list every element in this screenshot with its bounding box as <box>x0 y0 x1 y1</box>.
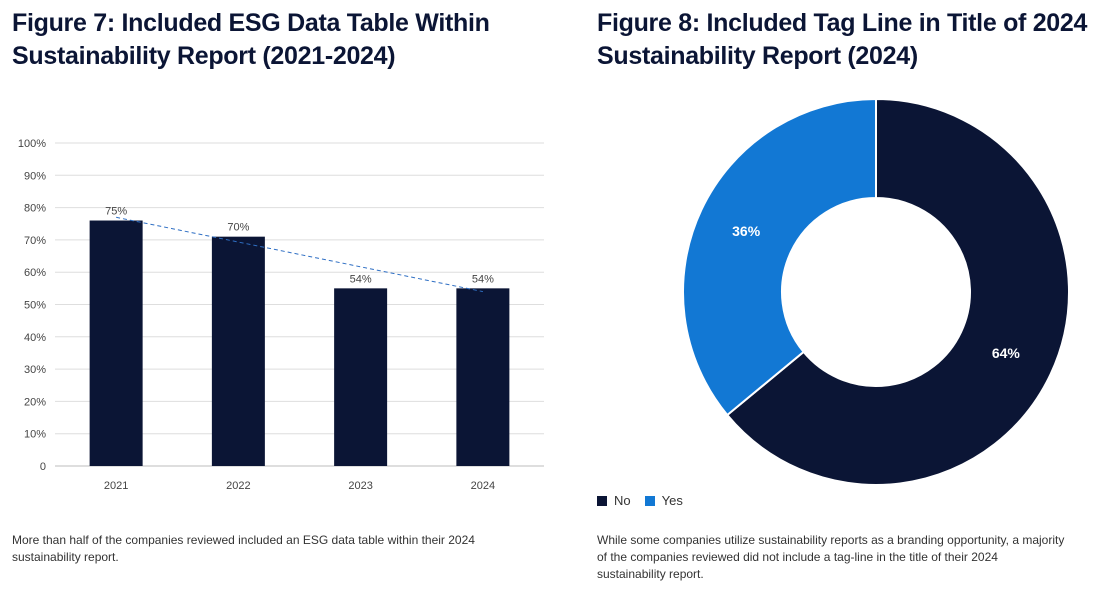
donut-slice-no <box>725 97 1070 486</box>
donut-legend: No Yes <box>597 493 697 508</box>
bar-2023 <box>334 288 388 466</box>
figure-8-caption: While some companies utilize sustainabil… <box>597 533 1065 581</box>
donut-slice-yes <box>682 97 877 417</box>
y-tick-label: 20% <box>24 396 46 408</box>
bar-data-label: 75% <box>105 206 127 218</box>
donut-label-yes: 36% <box>732 223 761 239</box>
legend-label-yes: Yes <box>661 493 683 508</box>
bar-2024 <box>456 288 510 466</box>
x-tick-label: 2022 <box>226 480 250 490</box>
y-tick-label: 50% <box>24 300 46 312</box>
legend-swatch-yes <box>644 495 655 506</box>
x-tick-label: 2023 <box>348 480 372 490</box>
figure-7-title: Figure 7: Included ESG Data Table Within… <box>12 9 490 70</box>
y-tick-label: 0 <box>40 461 46 473</box>
bar-data-label: 54% <box>350 273 372 285</box>
y-tick-label: 70% <box>24 235 46 247</box>
esg-data-table-bar-chart: 0 10% 20% 30% 40% 50% 60% 70% 80% 90% 100% 75% 2021 7… <box>18 138 544 490</box>
bar-2021 <box>89 220 143 466</box>
legend-item-yes: Yes <box>644 493 683 508</box>
bar-2022 <box>211 236 265 466</box>
legend-item-no: No <box>597 493 631 508</box>
y-tick-label: 10% <box>24 429 46 441</box>
figure-7-caption: More than half of the companies reviewed… <box>12 533 475 564</box>
bar-data-label: 70% <box>227 222 249 234</box>
trendline <box>116 216 483 293</box>
tag-line-donut-chart: 64% 36% <box>682 97 1070 486</box>
y-tick-label: 90% <box>24 170 46 182</box>
figure-8-title: Figure 8: Included Tag Line in Title of … <box>597 9 1088 70</box>
legend-swatch-no <box>597 495 607 506</box>
bar-data-label: 54% <box>472 273 494 285</box>
y-tick-label: 40% <box>24 332 46 344</box>
y-tick-label: 60% <box>24 267 46 279</box>
x-tick-label: 2021 <box>104 480 128 490</box>
x-tick-label: 2024 <box>471 480 495 490</box>
donut-label-no: 64% <box>992 345 1021 361</box>
y-tick-label: 80% <box>24 203 46 215</box>
legend-label-no: No <box>614 493 631 508</box>
y-tick-label: 30% <box>24 364 46 376</box>
y-tick-label: 100% <box>18 138 46 150</box>
